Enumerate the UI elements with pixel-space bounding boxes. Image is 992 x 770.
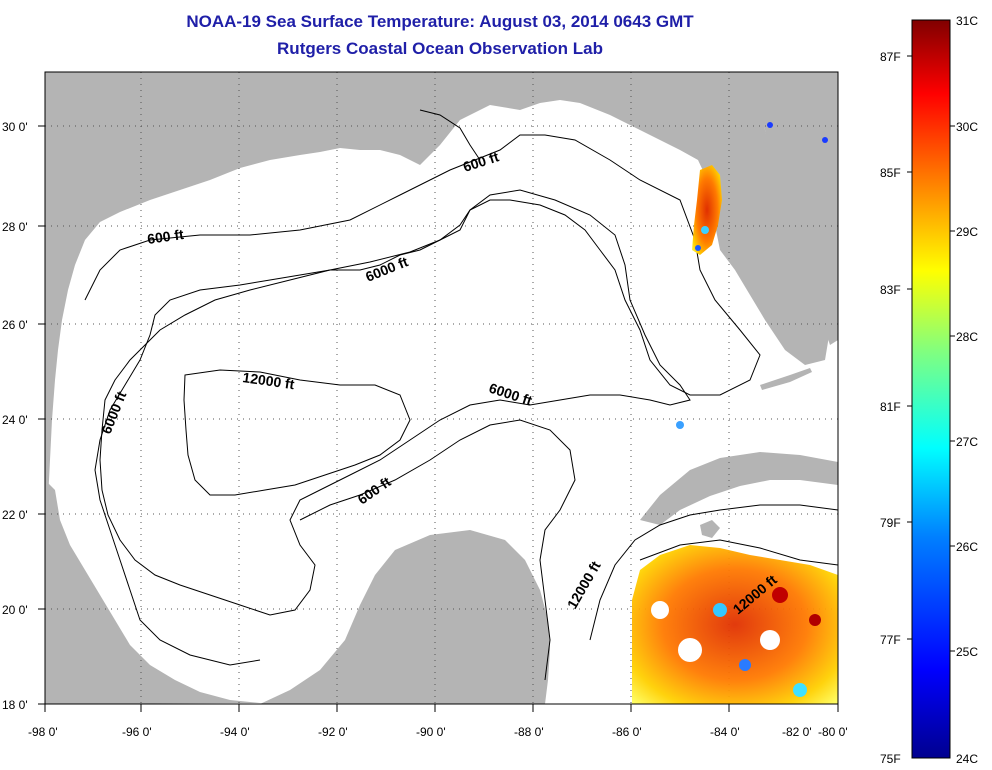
contour-12000ft: [183, 369, 411, 496]
fahrenheit-label: 83F: [880, 283, 901, 297]
lon-tick-label: -88 0': [514, 725, 544, 739]
celsius-label: 29C: [956, 225, 978, 239]
celsius-label: 31C: [956, 14, 978, 28]
colorbar-ticks: [907, 55, 955, 652]
celsius-label: 25C: [956, 645, 978, 659]
lon-tick-label: -86 0': [612, 725, 642, 739]
lat-tick-label: 24 0': [2, 413, 28, 427]
contour-caribbean: [639, 539, 838, 566]
celsius-label: 27C: [956, 435, 978, 449]
land-florida-keys: [760, 368, 812, 390]
fahrenheit-label: 77F: [880, 633, 901, 647]
map-subtitle: Rutgers Coastal Ocean Observation Lab: [277, 39, 603, 58]
colorbar-celsius-labels: 31C 30C 29C 28C 27C 26C 25C 24C: [956, 14, 978, 766]
sst-swath-southeast: [632, 545, 838, 704]
colorbar: [911, 19, 951, 759]
lat-tick-label: 18 0': [2, 698, 28, 712]
lat-tick-label: 30 0': [2, 120, 28, 134]
lon-tick-label: -94 0': [220, 725, 250, 739]
celsius-label: 24C: [956, 752, 978, 766]
lat-tick-label: 20 0': [2, 603, 28, 617]
celsius-label: 26C: [956, 540, 978, 554]
land-yucatan: [260, 530, 550, 704]
map-frame: [44, 71, 839, 705]
land-cuba: [640, 452, 838, 525]
fahrenheit-label: 81F: [880, 400, 901, 414]
contour-6000ft: [99, 189, 691, 616]
sst-cool-spots: [651, 122, 828, 697]
land-florida: [760, 72, 838, 345]
lon-tick-label: -84 0': [710, 725, 740, 739]
lat-tick-label: 22 0': [2, 508, 28, 522]
lat-tick-label: 28 0': [2, 220, 28, 234]
colorbar-fahrenheit-labels: 87F 85F 83F 81F 79F 77F 75F: [880, 50, 901, 766]
land-us-gulf-coast: [45, 72, 838, 520]
contour-600ft-yucatan: [299, 419, 576, 681]
lat-tick-label: 26 0': [2, 318, 28, 332]
map-title: NOAA-19 Sea Surface Temperature: August …: [186, 12, 694, 31]
lon-tick-label: -90 0': [416, 725, 446, 739]
fahrenheit-label: 79F: [880, 516, 901, 530]
fahrenheit-label: 85F: [880, 166, 901, 180]
lon-tick-label: -98 0': [28, 725, 58, 739]
lon-tick-label: -96 0': [122, 725, 152, 739]
bathymetry-contours: [84, 109, 838, 681]
lat-tick-labels: 18 0' 20 0' 22 0' 24 0' 26 0' 28 0' 30 0…: [2, 120, 28, 712]
lon-tick-labels: -98 0' -96 0' -94 0' -92 0' -90 0' -88 0…: [28, 725, 848, 739]
celsius-label: 28C: [956, 330, 978, 344]
fahrenheit-label: 87F: [880, 50, 901, 64]
fahrenheit-label: 75F: [880, 752, 901, 766]
celsius-label: 30C: [956, 120, 978, 134]
land-isle-of-youth: [700, 520, 720, 538]
contour-12000ft-east: [589, 504, 838, 641]
lon-tick-label: -82 0': [782, 725, 812, 739]
sst-swath-florida: [692, 165, 722, 255]
contour-600ft: [84, 134, 761, 666]
axis-ticks: [38, 125, 839, 712]
contour-label: 12000 ft: [242, 369, 296, 392]
land-mexico-east-coast: [45, 480, 260, 704]
lon-tick-label: -92 0': [318, 725, 348, 739]
contour-label: 600 ft: [146, 226, 185, 247]
lon-tick-label: -80 0': [818, 725, 848, 739]
